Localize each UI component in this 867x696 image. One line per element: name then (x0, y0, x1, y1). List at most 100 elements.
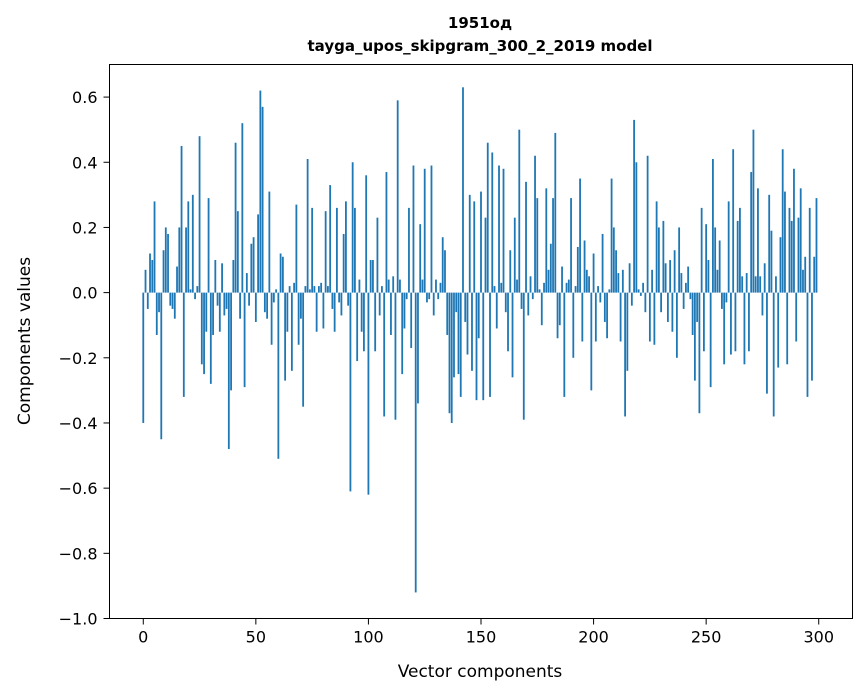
bar (678, 227, 681, 293)
bar (507, 292, 509, 352)
bar (313, 286, 316, 293)
bar (191, 194, 194, 293)
bar (383, 292, 386, 417)
bar (491, 152, 494, 293)
bar (804, 256, 807, 293)
bar (381, 286, 383, 293)
bar (459, 292, 462, 397)
bar (793, 168, 795, 293)
bar (811, 292, 813, 381)
bar (288, 286, 291, 293)
bar (180, 145, 183, 293)
bar (367, 292, 370, 495)
bar (412, 165, 415, 293)
bar (619, 292, 622, 342)
bar (480, 191, 482, 293)
bar (599, 292, 602, 303)
bar (739, 207, 741, 293)
bar (516, 279, 518, 293)
bar (358, 279, 361, 293)
bar (345, 201, 347, 293)
bar (799, 188, 802, 293)
bar (290, 292, 293, 371)
bar (790, 220, 793, 293)
bar (365, 175, 368, 293)
bar (691, 292, 694, 335)
bar (734, 292, 737, 352)
bar (554, 132, 557, 293)
bar (689, 292, 692, 300)
bar (741, 276, 744, 293)
bar (176, 266, 178, 293)
bar (714, 227, 717, 293)
bar (390, 292, 392, 335)
bar (653, 292, 656, 345)
bar (374, 292, 377, 352)
y-tick-label: 0.0 (72, 284, 97, 303)
bar (563, 292, 566, 397)
bar (802, 269, 804, 293)
bar (236, 211, 239, 293)
bar (583, 240, 586, 293)
bar (308, 289, 311, 293)
bar (435, 279, 437, 293)
bar (502, 168, 505, 293)
bar (797, 217, 800, 293)
bar (651, 269, 654, 293)
bar (167, 233, 169, 293)
bar (162, 250, 165, 293)
bar (164, 227, 167, 293)
bar (630, 292, 633, 306)
x-tick-label: 100 (353, 628, 384, 647)
bar (565, 282, 568, 293)
bar (299, 292, 302, 319)
bar (495, 292, 498, 329)
bar (387, 279, 390, 293)
bar (657, 227, 660, 293)
bar (750, 172, 753, 293)
bar (500, 282, 503, 293)
bar (232, 260, 235, 293)
bar (712, 159, 714, 293)
bar (225, 292, 228, 309)
bar (617, 273, 620, 293)
bar (205, 292, 208, 332)
x-tick-label: 150 (466, 628, 497, 647)
bar (349, 292, 352, 492)
y-axis-label: Components values (15, 257, 35, 425)
bar (338, 292, 341, 303)
bar (171, 292, 174, 309)
bar (484, 217, 487, 293)
bar (511, 292, 514, 378)
bar (732, 149, 735, 293)
y-tick-label: 0.4 (72, 153, 97, 172)
bar (410, 292, 413, 349)
bar (266, 292, 269, 319)
bar (257, 214, 259, 293)
bar (757, 188, 759, 293)
bar (606, 292, 608, 339)
bar (279, 253, 282, 293)
bar (178, 227, 181, 293)
bar (763, 263, 766, 293)
bar (450, 292, 453, 423)
bar (360, 292, 363, 332)
bar (662, 220, 665, 293)
bar (250, 243, 253, 293)
bar (144, 269, 147, 293)
bar (430, 165, 433, 293)
bar (752, 129, 755, 293)
bar (185, 227, 187, 293)
bar (207, 198, 210, 293)
bar (218, 292, 221, 332)
bar (781, 149, 784, 293)
bar (558, 292, 561, 326)
bar (498, 165, 500, 293)
bar (194, 292, 196, 300)
y-tick-label: 0.2 (72, 218, 97, 237)
bar (423, 168, 426, 293)
bar (624, 292, 626, 417)
bar (610, 178, 613, 293)
bar (761, 292, 764, 316)
bar (354, 207, 356, 293)
